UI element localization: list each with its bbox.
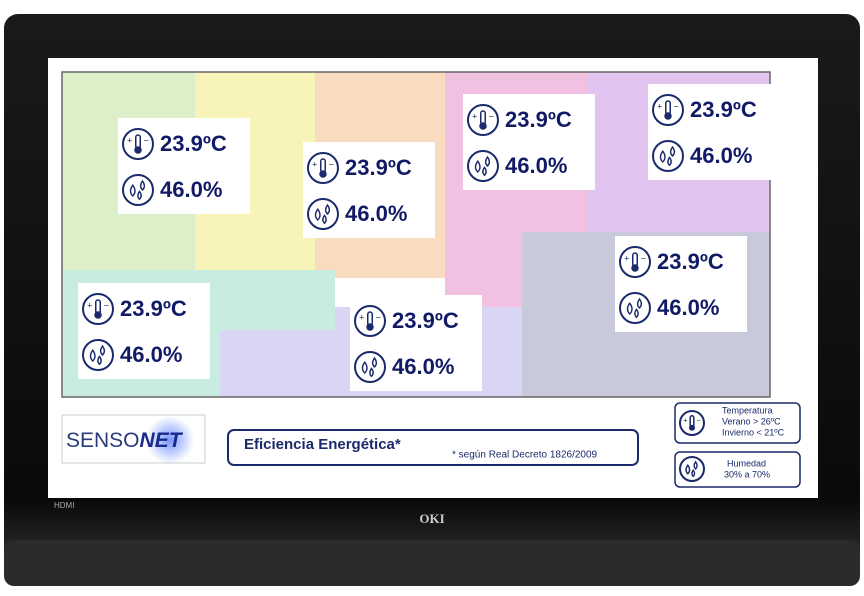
logo-part: NET: [140, 429, 184, 452]
title: Eficiencia Energética*: [244, 436, 401, 453]
temp-icon: −: [376, 312, 381, 322]
temp-icon: −: [641, 253, 646, 263]
temp-icon: +: [127, 135, 132, 145]
sensor: + − 23.9ºC 46.0%: [303, 142, 435, 238]
temp-icon: −: [696, 416, 700, 425]
temp-icon: +: [87, 300, 92, 310]
hum-icon: [468, 151, 498, 181]
legend-text: Invierno < 21ºC: [722, 427, 785, 437]
temp-icon: +: [359, 312, 364, 322]
temp-icon: +: [472, 111, 477, 121]
sensor: + − 23.9ºC 46.0%: [615, 236, 747, 332]
temp-icon: [479, 122, 487, 130]
temp-icon: +: [312, 159, 317, 169]
sensor: + − 23.9ºC 46.0%: [118, 118, 250, 214]
humidity: 46.0%: [392, 354, 454, 379]
hum-icon: [620, 293, 650, 323]
temp-icon: +: [624, 253, 629, 263]
temp-icon: −: [674, 101, 679, 111]
temp-icon: [631, 264, 639, 272]
temp-icon: −: [104, 300, 109, 310]
sensor: + − 23.9ºC 46.0%: [78, 283, 210, 379]
legend-text: 30% a 70%: [724, 469, 770, 479]
tv-input: HDMI: [54, 501, 74, 510]
logo: SENSONET: [66, 429, 184, 452]
humidity: 46.0%: [120, 342, 182, 367]
legend-text: Humedad: [727, 458, 766, 468]
temperature: 23.9ºC: [160, 131, 227, 156]
hum-icon: [308, 199, 338, 229]
hum-icon: [355, 352, 385, 382]
hum-icon: [680, 457, 704, 481]
temp-icon: [134, 146, 142, 154]
humidity: 46.0%: [657, 295, 719, 320]
temp-icon: −: [144, 135, 149, 145]
legend-text: Temperatura: [722, 405, 773, 415]
humidity: 46.0%: [160, 177, 222, 202]
legend-icon: [680, 457, 704, 481]
temp-icon: [664, 112, 672, 120]
temperature: 23.9ºC: [392, 308, 459, 333]
temperature: 23.9ºC: [657, 249, 724, 274]
logo-part: SENSO: [66, 429, 140, 452]
temp-icon: [689, 425, 695, 431]
temp-icon: +: [683, 416, 687, 425]
humidity: 46.0%: [345, 201, 407, 226]
page: {"sensors": [ {"temperature": "23.9ºC", …: [0, 0, 864, 596]
sensor: + − 23.9ºC 46.0%: [350, 295, 482, 391]
temperature: 23.9ºC: [345, 155, 412, 180]
temp-icon: −: [489, 111, 494, 121]
note: * según Real Decreto 1826/2009: [452, 450, 598, 461]
temperature: 23.9ºC: [690, 97, 757, 122]
temp-icon: +: [657, 101, 662, 111]
temp-icon: [94, 311, 102, 319]
temperature: 23.9ºC: [505, 107, 572, 132]
temperature: 23.9ºC: [120, 296, 187, 321]
sensor: + − 23.9ºC 46.0%: [648, 84, 780, 180]
bezel-bottom: [4, 540, 860, 586]
tv-brand: OKI: [419, 511, 444, 526]
hum-icon: [653, 141, 683, 171]
temp-icon: [366, 323, 374, 331]
sensor: + − 23.9ºC 46.0%: [463, 94, 595, 190]
legend-icon: +−: [680, 411, 704, 435]
hum-icon: [83, 340, 113, 370]
temp-icon: −: [329, 159, 334, 169]
legend-text: Verano > 26ºC: [722, 416, 781, 426]
temp-icon: [319, 170, 327, 178]
hum-icon: [123, 175, 153, 205]
tv-display: +−23.9ºC46.0%+−23.9ºC46.0%+−23.9ºC46.0%+…: [0, 0, 864, 596]
humidity: 46.0%: [505, 153, 567, 178]
humidity: 46.0%: [690, 143, 752, 168]
